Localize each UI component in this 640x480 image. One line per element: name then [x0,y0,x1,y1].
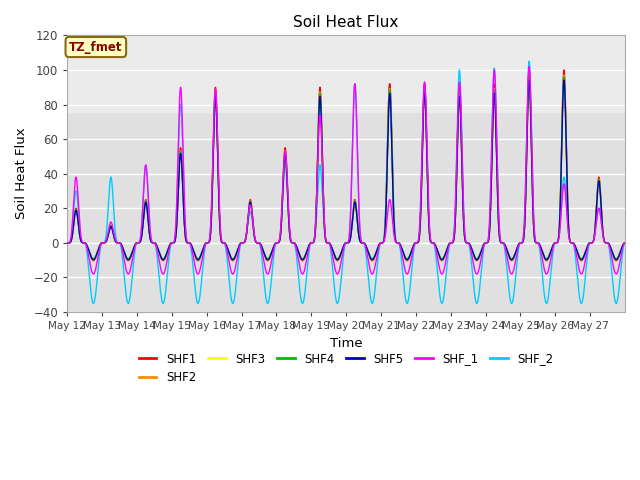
SHF2 [179,190,187,196]
SHF1 [527,101,534,107]
SHF2 [621,240,628,246]
SHF3 [525,76,533,82]
SHF1 [525,67,533,73]
SHF5 [525,77,533,83]
X-axis label: Time: Time [330,336,362,349]
Title: Soil Heat Flux: Soil Heat Flux [294,15,399,30]
SHF5 [621,240,628,246]
SHF_1 [179,146,187,152]
SHF2 [90,258,97,264]
SHF_2 [621,240,628,246]
SHF4 [367,255,374,261]
SHF4 [621,240,628,246]
SHF2 [499,240,507,246]
SHF4 [525,74,533,80]
SHF5 [63,240,71,246]
SHF1 [621,240,628,246]
SHF5 [527,109,534,115]
SHF5 [541,256,549,262]
SHF5 [179,192,187,197]
SHF_1 [621,240,628,246]
SHF3 [179,191,187,197]
SHF_2 [499,240,507,246]
SHF1 [367,256,374,262]
Line: SHF_1: SHF_1 [67,66,625,274]
SHF2 [525,72,533,78]
SHF_2 [90,300,97,306]
SHF2 [63,240,71,246]
SHF_1 [499,240,507,246]
SHF5 [90,257,97,263]
SHF4 [499,240,507,246]
SHF2 [527,105,534,111]
SHF3 [90,256,97,262]
SHF_2 [397,251,404,256]
SHF4 [397,243,404,249]
SHF_2 [63,240,71,246]
SHF_2 [541,296,549,302]
SHF_1 [367,269,374,275]
SHF3 [541,255,549,261]
SHF_1 [527,93,534,99]
SHF5 [367,256,374,262]
Y-axis label: Soil Heat Flux: Soil Heat Flux [15,128,28,219]
SHF3 [499,240,507,246]
SHF3 [621,240,628,246]
Line: SHF3: SHF3 [67,79,625,259]
SHF1 [541,256,549,262]
SHF_2 [367,297,374,303]
SHF_2 [527,89,534,95]
SHF4 [63,240,71,246]
SHF2 [541,257,549,263]
SHF3 [397,243,404,249]
SHF2 [397,243,404,249]
Line: SHF_2: SHF_2 [67,61,625,303]
SHF5 [397,243,404,249]
SHF4 [541,255,549,261]
SHF_1 [63,240,71,246]
SHF_1 [525,63,533,69]
SHF5 [499,240,507,246]
Line: SHF5: SHF5 [67,80,625,260]
SHF4 [527,107,534,112]
Bar [67,36,625,113]
Line: SHF2: SHF2 [67,75,625,261]
SHF4 [179,191,187,196]
Line: SHF4: SHF4 [67,77,625,259]
SHF1 [63,240,71,246]
SHF1 [499,240,507,246]
Text: TZ_fmet: TZ_fmet [69,40,123,54]
SHF3 [367,255,374,261]
SHF1 [179,188,187,194]
SHF2 [367,257,374,263]
SHF1 [397,243,404,249]
SHF_2 [179,157,187,163]
SHF1 [90,257,97,263]
SHF_1 [541,269,549,275]
Legend: SHF1, SHF2, SHF3, SHF4, SHF5, SHF_1, SHF_2: SHF1, SHF2, SHF3, SHF4, SHF5, SHF_1, SHF… [134,348,558,389]
SHF_1 [90,271,97,277]
SHF_2 [525,59,533,64]
SHF4 [90,256,97,262]
SHF3 [63,240,71,246]
SHF3 [527,108,534,114]
Line: SHF1: SHF1 [67,70,625,260]
SHF_1 [397,245,404,251]
